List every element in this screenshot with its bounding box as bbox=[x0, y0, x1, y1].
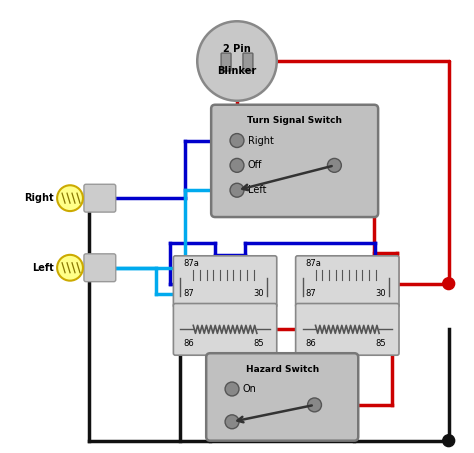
Text: Left: Left bbox=[248, 185, 266, 195]
Circle shape bbox=[443, 435, 455, 447]
Circle shape bbox=[225, 415, 239, 429]
Text: Hazard Switch: Hazard Switch bbox=[246, 365, 319, 374]
Text: Right: Right bbox=[248, 135, 274, 145]
Text: 87: 87 bbox=[183, 289, 194, 298]
Text: 87a: 87a bbox=[306, 259, 321, 268]
Circle shape bbox=[230, 183, 244, 197]
FancyBboxPatch shape bbox=[84, 254, 116, 282]
FancyBboxPatch shape bbox=[206, 353, 358, 441]
Ellipse shape bbox=[57, 255, 83, 281]
FancyBboxPatch shape bbox=[243, 53, 253, 71]
Text: 87: 87 bbox=[306, 289, 316, 298]
Text: 87a: 87a bbox=[183, 259, 199, 268]
Text: Right: Right bbox=[25, 193, 54, 203]
FancyBboxPatch shape bbox=[173, 256, 277, 308]
FancyBboxPatch shape bbox=[211, 105, 378, 217]
FancyBboxPatch shape bbox=[296, 304, 399, 355]
Text: 86: 86 bbox=[306, 339, 316, 348]
Text: Left: Left bbox=[32, 263, 54, 273]
FancyBboxPatch shape bbox=[296, 256, 399, 308]
Text: 85: 85 bbox=[375, 339, 386, 348]
Circle shape bbox=[328, 159, 341, 172]
Text: Off: Off bbox=[248, 160, 262, 170]
Circle shape bbox=[443, 278, 455, 289]
Circle shape bbox=[230, 159, 244, 172]
Text: On: On bbox=[243, 384, 257, 394]
Text: 86: 86 bbox=[183, 339, 194, 348]
Text: Blinker: Blinker bbox=[218, 66, 256, 76]
Circle shape bbox=[308, 398, 321, 412]
Circle shape bbox=[225, 382, 239, 396]
Ellipse shape bbox=[57, 185, 83, 211]
Circle shape bbox=[197, 21, 277, 101]
Text: Turn Signal Switch: Turn Signal Switch bbox=[247, 116, 342, 125]
Text: 85: 85 bbox=[253, 339, 264, 348]
Circle shape bbox=[230, 134, 244, 148]
Text: 30: 30 bbox=[253, 289, 264, 298]
FancyBboxPatch shape bbox=[173, 304, 277, 355]
FancyBboxPatch shape bbox=[221, 53, 231, 71]
Text: 2 Pin: 2 Pin bbox=[223, 44, 251, 54]
FancyBboxPatch shape bbox=[84, 184, 116, 212]
Text: 30: 30 bbox=[375, 289, 386, 298]
